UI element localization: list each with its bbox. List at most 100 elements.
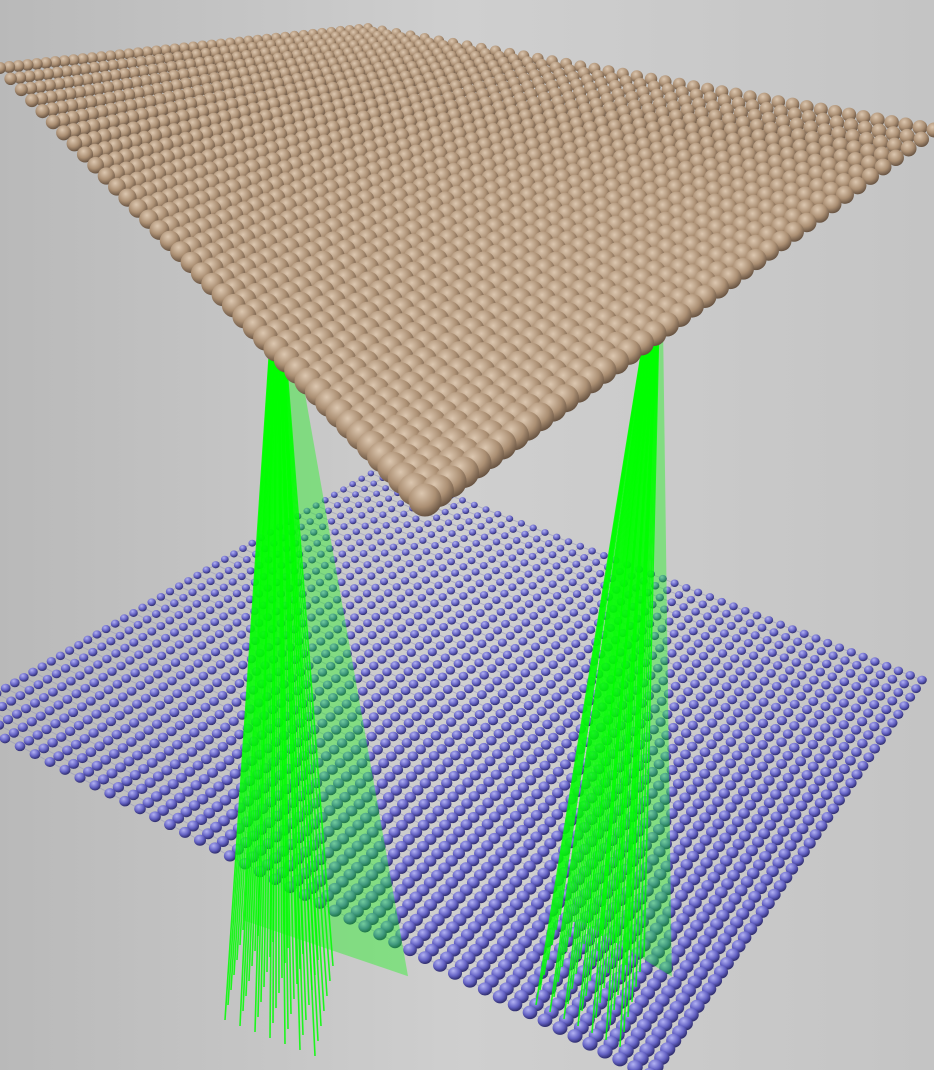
lower-atom [368, 785, 381, 796]
lower-atom [175, 772, 188, 784]
lower-atom [520, 588, 529, 597]
lower-atom [221, 774, 233, 786]
lower-atom [658, 574, 667, 583]
lower-atom [385, 648, 395, 658]
lower-atom [195, 690, 205, 700]
lower-atom [460, 819, 473, 831]
lower-atom [475, 579, 484, 588]
lower-atom [413, 582, 422, 590]
lower-atom [393, 642, 403, 651]
lower-atom [300, 534, 309, 542]
lower-atom [380, 549, 389, 557]
lower-atom [781, 632, 791, 642]
lower-atom [303, 507, 311, 515]
lower-atom [737, 786, 750, 797]
lower-atom [791, 854, 804, 866]
lower-atom [127, 789, 140, 801]
lower-atom [505, 755, 517, 766]
lower-atom [403, 521, 411, 528]
lower-atom [538, 635, 548, 645]
lower-atom [339, 791, 351, 803]
lower-atom [384, 618, 394, 627]
lower-atom [573, 671, 584, 681]
lower-atom [893, 709, 904, 719]
lower-atom [699, 834, 712, 846]
lower-atom [359, 833, 372, 845]
lower-atom [172, 689, 183, 699]
lower-atom [129, 638, 139, 647]
lower-atom [572, 560, 581, 568]
lower-atom [328, 584, 338, 592]
lower-atom [379, 686, 390, 696]
lower-atom [356, 758, 368, 769]
lower-atom [833, 664, 844, 674]
lower-atom [115, 631, 125, 640]
lower-atom [537, 605, 546, 614]
lower-atom [387, 680, 398, 689]
lower-atom [791, 658, 801, 667]
lower-atom [760, 873, 773, 886]
lower-atom [461, 652, 471, 662]
lower-atom [810, 654, 820, 664]
lower-atom [448, 770, 460, 782]
lower-atom [379, 511, 387, 518]
lower-atom [133, 620, 143, 629]
lower-atom [214, 600, 224, 609]
lower-atom [694, 713, 705, 723]
lower-atom [331, 674, 341, 684]
lower-atom [169, 759, 181, 770]
lower-atom [203, 734, 214, 745]
lower-atom [733, 861, 746, 873]
lower-atom [195, 814, 208, 825]
lower-atom [540, 557, 549, 565]
lower-atom [705, 804, 718, 816]
lower-atom [508, 714, 519, 725]
lower-atom [546, 753, 558, 764]
lower-atom [832, 772, 844, 783]
lower-atom [691, 659, 702, 668]
lower-atom [44, 705, 55, 716]
lower-atom [336, 686, 347, 696]
lower-atom [487, 715, 499, 726]
lower-atom [497, 638, 507, 647]
lower-atom [705, 760, 717, 771]
lower-atom [510, 789, 522, 801]
lower-atom [358, 607, 368, 616]
lower-atom [215, 572, 224, 580]
lower-atom [741, 606, 750, 615]
lower-atom [333, 502, 341, 509]
lower-atom [639, 817, 652, 829]
lower-atom [85, 696, 96, 706]
lower-atom [540, 740, 552, 750]
lower-atom [822, 659, 832, 669]
lower-atom [390, 661, 400, 670]
lower-atom [893, 666, 904, 676]
lower-atom [334, 758, 346, 769]
lower-atom [325, 784, 337, 796]
lower-atom [92, 630, 102, 639]
lower-atom [769, 628, 779, 637]
lower-atom [869, 743, 881, 754]
lower-atom [354, 566, 363, 575]
lower-atom [739, 700, 750, 710]
lower-atom [718, 788, 730, 799]
lower-atom [697, 671, 707, 681]
lower-atom [498, 762, 510, 773]
lower-atom [899, 701, 910, 711]
lower-atom [219, 795, 232, 806]
lower-atom [578, 632, 588, 641]
lower-atom [220, 722, 231, 733]
lower-atom [474, 826, 487, 837]
lower-atom [111, 649, 121, 658]
lower-atom [350, 613, 359, 622]
lower-atom [401, 636, 411, 645]
lower-atom [375, 799, 387, 810]
lower-atom [377, 655, 387, 664]
lower-atom [489, 790, 502, 801]
lower-atom [338, 812, 350, 824]
lower-atom [509, 832, 522, 844]
lower-atom [155, 700, 165, 710]
lower-atom [796, 691, 807, 701]
lower-atom [179, 593, 188, 602]
lower-atom [679, 770, 691, 781]
